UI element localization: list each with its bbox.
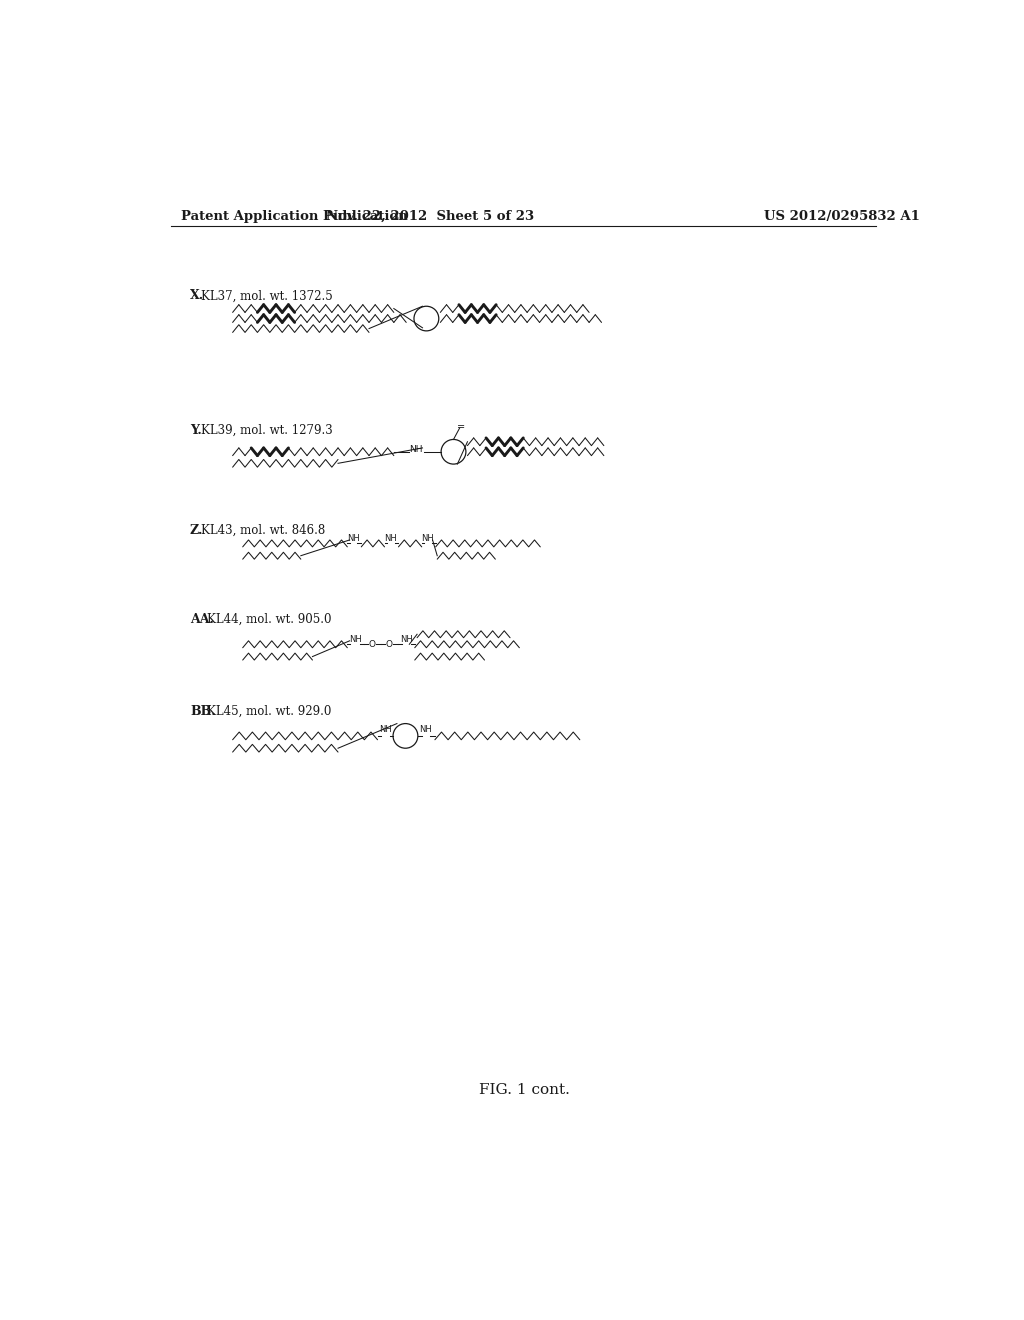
Text: KL44, mol. wt. 905.0: KL44, mol. wt. 905.0 <box>207 612 332 626</box>
Text: US 2012/0295832 A1: US 2012/0295832 A1 <box>764 210 920 223</box>
Text: X.: X. <box>190 289 204 302</box>
Text: Z.: Z. <box>190 524 204 537</box>
Text: =: = <box>457 422 465 432</box>
Text: NH: NH <box>347 535 359 544</box>
Text: Patent Application Publication: Patent Application Publication <box>180 210 408 223</box>
Text: Nov. 22, 2012  Sheet 5 of 23: Nov. 22, 2012 Sheet 5 of 23 <box>327 210 535 223</box>
Text: NH: NH <box>419 725 432 734</box>
Text: O: O <box>369 640 376 648</box>
Text: NH: NH <box>349 635 361 644</box>
Text: BB.: BB. <box>190 705 216 718</box>
Text: KL37, mol. wt. 1372.5: KL37, mol. wt. 1372.5 <box>201 289 333 302</box>
Text: AA.: AA. <box>190 612 214 626</box>
Text: NH: NH <box>410 445 423 454</box>
Text: KL43, mol. wt. 846.8: KL43, mol. wt. 846.8 <box>201 524 325 537</box>
Text: NH: NH <box>379 725 391 734</box>
Text: FIG. 1 cont.: FIG. 1 cont. <box>479 1084 570 1097</box>
Text: NH: NH <box>384 535 397 544</box>
Text: NH: NH <box>422 535 434 544</box>
Text: KL39, mol. wt. 1279.3: KL39, mol. wt. 1279.3 <box>201 424 333 437</box>
Text: KL45, mol. wt. 929.0: KL45, mol. wt. 929.0 <box>207 705 332 718</box>
Text: Y.: Y. <box>190 424 202 437</box>
Text: NH: NH <box>399 635 413 644</box>
Text: O: O <box>386 640 392 648</box>
